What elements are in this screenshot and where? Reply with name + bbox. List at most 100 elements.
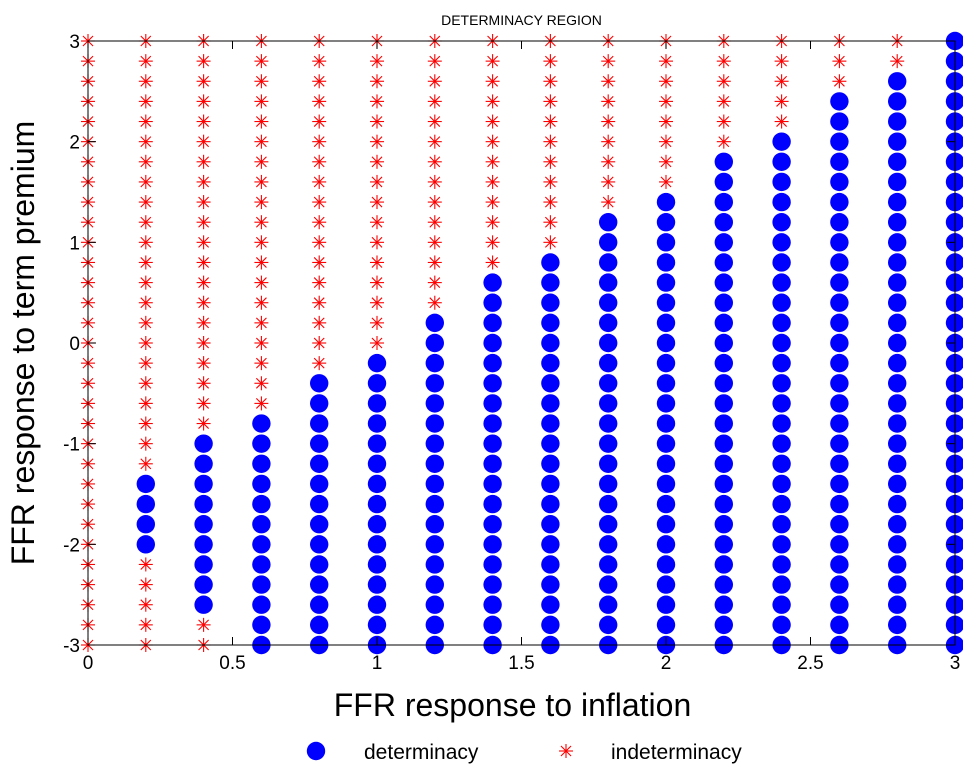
determinacy-point	[252, 474, 271, 494]
determinacy-point	[599, 615, 618, 635]
determinacy-point	[714, 515, 733, 534]
determinacy-point	[830, 615, 849, 635]
indeterminacy-point	[138, 54, 153, 69]
indeterminacy-point	[485, 74, 500, 89]
indeterminacy-point	[427, 215, 442, 230]
determinacy-point	[252, 595, 271, 614]
indeterminacy-point	[543, 74, 558, 89]
indeterminacy-point	[312, 195, 327, 210]
determinacy-point	[656, 374, 676, 393]
determinacy-point	[483, 454, 502, 473]
indeterminacy-point	[427, 134, 442, 149]
determinacy-point	[656, 535, 676, 554]
determinacy-point	[599, 535, 618, 554]
indeterminacy-point	[543, 235, 558, 250]
indeterminacy-point	[312, 235, 327, 250]
indeterminacy-point	[138, 195, 153, 210]
determinacy-point	[945, 394, 963, 413]
indeterminacy-point	[254, 114, 269, 129]
indeterminacy-point	[774, 54, 789, 69]
determinacy-point	[830, 132, 849, 151]
indeterminacy-point	[601, 54, 616, 69]
determinacy-point	[483, 293, 502, 312]
indeterminacy-point	[659, 174, 673, 189]
indeterminacy-point	[312, 275, 327, 290]
determinacy-point	[483, 434, 502, 453]
determinacy-point	[888, 394, 907, 413]
determinacy-point	[830, 374, 849, 393]
determinacy-point	[599, 253, 618, 272]
indeterminacy-point	[138, 456, 153, 471]
determinacy-point	[830, 213, 849, 232]
y-tick-label: -2	[63, 535, 80, 556]
indeterminacy-point	[196, 255, 211, 270]
indeterminacy-point	[312, 114, 327, 129]
indeterminacy-point	[370, 94, 384, 109]
determinacy-point	[483, 575, 502, 594]
determinacy-point	[714, 152, 733, 171]
determinacy-point	[945, 273, 963, 292]
determinacy-point	[425, 515, 444, 534]
indeterminacy-point	[427, 255, 442, 270]
determinacy-point	[772, 293, 791, 312]
indeterminacy-point	[254, 255, 269, 270]
determinacy-point	[252, 494, 271, 514]
x-tick-label: 0	[83, 653, 94, 674]
indeterminacy-point	[543, 54, 558, 69]
indeterminacy-point	[370, 134, 384, 149]
determinacy-point	[310, 434, 329, 453]
indeterminacy-point	[427, 174, 442, 189]
determinacy-point	[714, 213, 733, 232]
determinacy-point	[425, 313, 444, 333]
determinacy-point	[425, 575, 444, 594]
indeterminacy-point	[196, 315, 211, 330]
indeterminacy-point	[138, 336, 153, 350]
determinacy-point	[945, 595, 963, 614]
indeterminacy-point	[485, 255, 500, 270]
indeterminacy-point	[196, 617, 211, 632]
determinacy-point	[772, 192, 791, 212]
indeterminacy-point	[196, 174, 211, 189]
determinacy-point	[483, 515, 502, 534]
determinacy-point	[310, 414, 329, 433]
determinacy-point	[310, 615, 329, 635]
determinacy-point	[772, 414, 791, 433]
indeterminacy-point	[370, 54, 384, 69]
indeterminacy-point	[370, 315, 384, 330]
determinacy-point	[483, 313, 502, 333]
determinacy-point	[830, 92, 849, 111]
determinacy-point	[772, 434, 791, 453]
determinacy-point	[714, 293, 733, 312]
axis-ticks: 0 0.5 1 1.5 2 2.5 3 -3 -2 -1 0 1 2 3	[63, 32, 960, 674]
determinacy-point	[599, 233, 618, 252]
determinacy-point	[252, 515, 271, 534]
determinacy-point	[945, 555, 963, 574]
determinacy-point	[310, 394, 329, 413]
determinacy-point	[888, 92, 907, 111]
determinacy-point	[888, 615, 907, 635]
indeterminacy-point	[196, 74, 211, 89]
indeterminacy-point	[138, 416, 153, 431]
indeterminacy-point	[370, 336, 384, 350]
indeterminacy-point	[543, 154, 558, 169]
determinacy-point	[830, 353, 849, 373]
determinacy-point	[367, 454, 387, 473]
indeterminacy-point	[196, 356, 211, 371]
determinacy-point	[888, 132, 907, 151]
determinacy-point	[541, 333, 560, 353]
indeterminacy-point	[254, 154, 269, 169]
determinacy-point	[945, 92, 963, 111]
determinacy-point	[541, 414, 560, 433]
indeterminacy-point	[832, 74, 847, 89]
determinacy-point	[888, 434, 907, 453]
determinacy-point	[888, 515, 907, 534]
determinacy-point	[367, 374, 387, 393]
determinacy-point	[945, 213, 963, 232]
determinacy-point	[194, 494, 213, 514]
determinacy-point	[194, 515, 213, 534]
determinacy-point	[888, 293, 907, 312]
determinacy-point	[772, 213, 791, 232]
determinacy-point	[772, 515, 791, 534]
determinacy-point	[945, 313, 963, 333]
determinacy-point	[541, 374, 560, 393]
